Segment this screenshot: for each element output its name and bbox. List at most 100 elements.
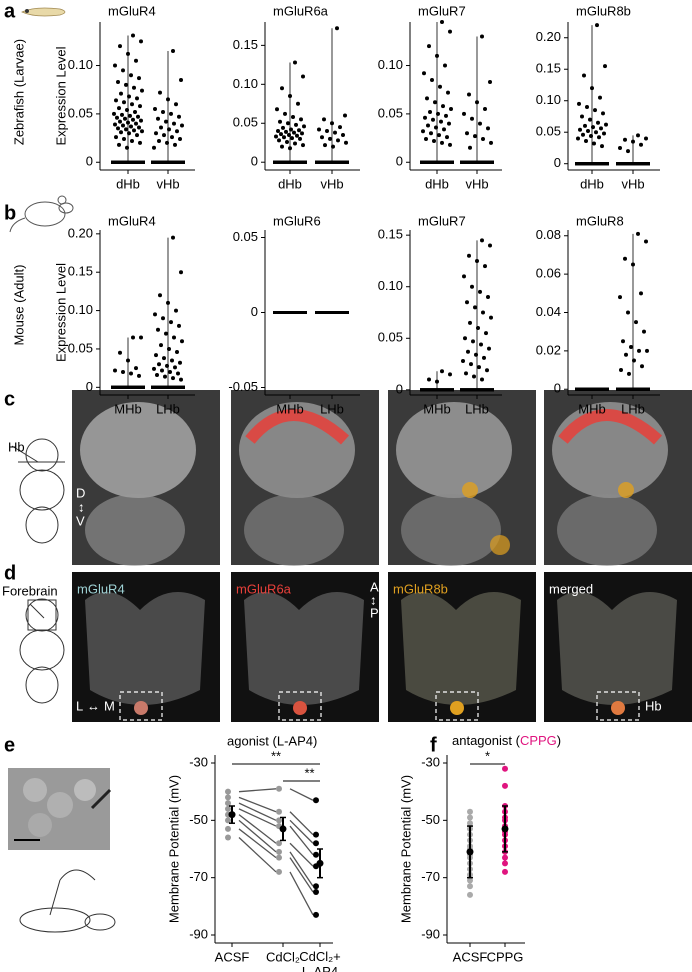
point <box>631 262 635 267</box>
point <box>440 140 444 145</box>
y-tick-label: 0.05 <box>536 124 561 139</box>
x-tick-label: dHb <box>580 176 604 191</box>
point <box>636 231 640 236</box>
point <box>138 104 142 109</box>
point <box>465 300 469 305</box>
y-tick-label: 0.15 <box>233 37 258 52</box>
point <box>430 78 434 83</box>
point <box>427 44 431 49</box>
point <box>426 123 430 128</box>
point <box>172 335 176 340</box>
x-tick-label: vHb <box>465 176 488 191</box>
point <box>639 291 643 296</box>
point <box>325 129 329 134</box>
image-row-d <box>72 572 692 722</box>
y-tick-label: 0.05 <box>378 105 403 120</box>
point <box>126 120 130 125</box>
point <box>138 140 142 145</box>
point <box>129 73 133 78</box>
point <box>589 133 593 138</box>
point <box>435 53 439 58</box>
point <box>118 44 122 49</box>
point <box>292 130 296 135</box>
point <box>131 335 135 340</box>
point <box>113 122 117 127</box>
y-axis-label: Expression Level <box>53 46 68 145</box>
point <box>274 134 278 139</box>
point <box>170 135 174 140</box>
point <box>288 94 292 98</box>
chart-title: mGluR8b <box>576 3 631 18</box>
point <box>629 345 633 350</box>
y-tick-label: 0.04 <box>536 304 561 319</box>
point <box>330 121 334 126</box>
point <box>502 765 508 772</box>
point <box>595 23 599 28</box>
point <box>287 132 291 137</box>
point <box>313 797 319 804</box>
point <box>313 889 319 895</box>
point <box>174 308 178 313</box>
y-tick-label: -30 <box>421 754 440 769</box>
point <box>173 142 177 147</box>
point <box>502 860 508 867</box>
y-tick-label: -50 <box>421 812 440 827</box>
point <box>175 129 179 134</box>
point <box>591 125 595 130</box>
point <box>286 121 290 126</box>
row-label: Zebrafish (Larvae) <box>11 39 26 145</box>
mean-dot <box>228 811 236 819</box>
y-tick-label: -30 <box>189 754 208 769</box>
point <box>178 137 182 142</box>
point <box>171 49 175 54</box>
point <box>428 109 432 114</box>
panel-letter: b <box>4 202 16 224</box>
point <box>443 63 447 68</box>
arrow: ↕ <box>370 592 377 607</box>
point <box>127 94 131 99</box>
point <box>126 358 130 363</box>
point <box>599 126 603 131</box>
y-tick-label: 0.10 <box>233 76 258 91</box>
point <box>489 140 493 145</box>
point <box>276 785 282 792</box>
point <box>626 149 630 154</box>
point <box>156 116 160 121</box>
point <box>125 108 129 113</box>
chart-title: mGluR7 <box>418 3 466 18</box>
point <box>279 132 283 137</box>
point <box>623 256 627 261</box>
pair-line <box>289 825 314 856</box>
point <box>137 373 141 378</box>
axis-label: V <box>76 513 85 528</box>
point <box>131 33 135 38</box>
y-tick-label: 0.05 <box>68 340 93 355</box>
point <box>277 138 281 143</box>
x-tick-label: dHb <box>116 176 140 191</box>
y-axis-label: Expression Level <box>53 263 68 362</box>
point <box>581 132 585 137</box>
point <box>125 145 129 150</box>
point <box>152 145 156 150</box>
point <box>122 137 126 142</box>
point <box>335 26 339 31</box>
y-tick-label: 0.08 <box>536 227 561 242</box>
point <box>482 355 486 360</box>
point <box>422 71 426 76</box>
y-tick-label: 0 <box>86 379 93 394</box>
point <box>114 98 118 103</box>
y-tick-label: 0 <box>396 381 403 396</box>
arrow: ↕ <box>78 499 85 514</box>
point <box>117 106 121 111</box>
zero-point <box>151 385 185 389</box>
point <box>320 135 324 140</box>
point <box>618 295 622 300</box>
panel-letter: f <box>430 734 437 756</box>
channel-label: mGluR6a <box>236 581 292 596</box>
point <box>176 371 180 376</box>
point <box>336 138 340 143</box>
point <box>465 131 469 136</box>
point <box>631 139 635 144</box>
point <box>165 363 169 368</box>
point <box>225 825 231 832</box>
